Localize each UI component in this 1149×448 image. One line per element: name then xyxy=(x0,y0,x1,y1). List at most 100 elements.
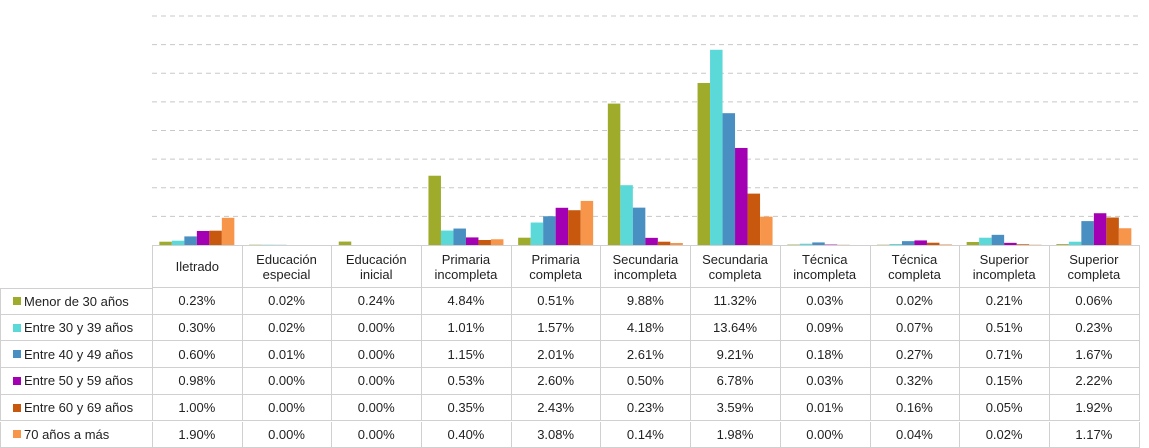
data-label: 0.00% xyxy=(241,368,333,395)
column-header: Iletrado xyxy=(152,245,243,288)
row-header: Entre 30 y 39 años xyxy=(0,314,153,342)
data-label: 0.02% xyxy=(241,288,333,315)
legend-swatch xyxy=(13,350,21,359)
legend-label: Entre 60 y 69 años xyxy=(24,400,134,416)
column-header: Educación inicial xyxy=(331,245,423,288)
data-label: 1.57% xyxy=(510,314,602,342)
data-label: 2.43% xyxy=(510,394,602,422)
bar xyxy=(926,242,940,245)
bar xyxy=(555,207,569,245)
data-label: 0.01% xyxy=(241,341,333,369)
column-header: Técnica incompleta xyxy=(779,245,871,288)
column-header: Educación especial xyxy=(241,245,333,288)
data-label: 1.92% xyxy=(1049,394,1140,422)
bar xyxy=(1118,228,1132,245)
bar xyxy=(607,103,621,245)
data-label: 9.88% xyxy=(600,288,692,315)
data-label: 0.18% xyxy=(779,341,871,369)
row-header: Entre 60 y 69 años xyxy=(0,394,153,422)
data-label: 0.09% xyxy=(779,314,871,342)
data-label: 3.59% xyxy=(690,394,781,422)
legend-swatch xyxy=(13,376,21,385)
data-label: 0.35% xyxy=(421,394,512,422)
data-label: 13.64% xyxy=(690,314,781,342)
bar xyxy=(209,230,222,245)
data-label: 0.02% xyxy=(241,314,333,342)
data-label: 0.00% xyxy=(331,368,423,395)
bar xyxy=(440,230,454,245)
bar xyxy=(338,241,352,245)
data-label: 0.16% xyxy=(869,394,961,422)
bar xyxy=(580,200,594,245)
bar xyxy=(735,147,748,245)
bar xyxy=(979,237,992,245)
legend-label: 70 años a más xyxy=(24,426,110,442)
data-label: 0.00% xyxy=(331,341,423,369)
data-label: 0.06% xyxy=(1049,288,1140,315)
column-header: Técnica completa xyxy=(869,245,961,288)
data-label: 0.00% xyxy=(241,421,333,448)
bar xyxy=(543,216,556,245)
data-label: 0.02% xyxy=(869,288,961,315)
legend-label: Entre 50 y 59 años xyxy=(24,373,134,389)
row-header: Menor de 30 años xyxy=(0,288,153,315)
data-label: 0.00% xyxy=(241,394,333,422)
bar xyxy=(632,207,646,245)
data-label: 2.01% xyxy=(510,341,602,369)
bar xyxy=(722,113,736,245)
data-label: 2.22% xyxy=(1049,368,1140,395)
data-label: 0.00% xyxy=(331,314,423,342)
bar xyxy=(453,228,466,245)
data-label: 0.51% xyxy=(959,314,1050,342)
data-label: 0.27% xyxy=(869,341,961,369)
data-label: 1.00% xyxy=(152,394,243,422)
data-label: 1.67% xyxy=(1049,341,1140,369)
row-header: 70 años a más xyxy=(0,421,153,448)
data-label: 0.60% xyxy=(152,341,243,369)
bar xyxy=(710,49,723,246)
data-label: 0.71% xyxy=(959,341,1050,369)
bar xyxy=(1016,244,1030,245)
data-label: 0.23% xyxy=(600,394,692,422)
data-label: 3.08% xyxy=(510,421,602,448)
legend-swatch xyxy=(13,430,21,439)
legend-label: Menor de 30 años xyxy=(24,293,129,309)
data-label: 2.61% xyxy=(600,341,692,369)
bar xyxy=(939,244,952,245)
bar xyxy=(159,241,172,245)
data-label: 0.00% xyxy=(331,394,423,422)
data-label: 0.01% xyxy=(779,394,871,422)
bar xyxy=(1093,213,1107,245)
column-header: Superior completa xyxy=(1049,245,1140,288)
data-label: 0.14% xyxy=(600,421,692,448)
bar xyxy=(478,239,491,245)
legend-swatch xyxy=(13,323,21,332)
bar xyxy=(760,216,773,245)
bar xyxy=(465,237,479,245)
bar xyxy=(1106,217,1119,245)
bar xyxy=(889,243,902,245)
data-label: 0.02% xyxy=(959,421,1050,448)
bar xyxy=(1056,244,1069,245)
row-header: Entre 40 y 49 años xyxy=(0,341,153,369)
data-label: 2.60% xyxy=(510,368,602,395)
data-label: 1.98% xyxy=(690,421,781,448)
bar xyxy=(568,210,581,245)
data-label: 0.24% xyxy=(331,288,423,315)
column-header: Secundaria completa xyxy=(690,245,781,288)
data-label: 0.30% xyxy=(152,314,243,342)
data-label: 1.15% xyxy=(421,341,512,369)
data-label: 0.23% xyxy=(152,288,243,315)
bar xyxy=(518,237,531,245)
legend-label: Entre 40 y 49 años xyxy=(24,346,134,362)
data-label: 1.01% xyxy=(421,314,512,342)
bar xyxy=(991,234,1005,245)
column-header: Primaria incompleta xyxy=(421,245,512,288)
bar xyxy=(645,237,658,245)
data-label: 0.15% xyxy=(959,368,1050,395)
bar xyxy=(490,239,504,245)
bar xyxy=(799,243,813,245)
bar xyxy=(1081,221,1094,245)
